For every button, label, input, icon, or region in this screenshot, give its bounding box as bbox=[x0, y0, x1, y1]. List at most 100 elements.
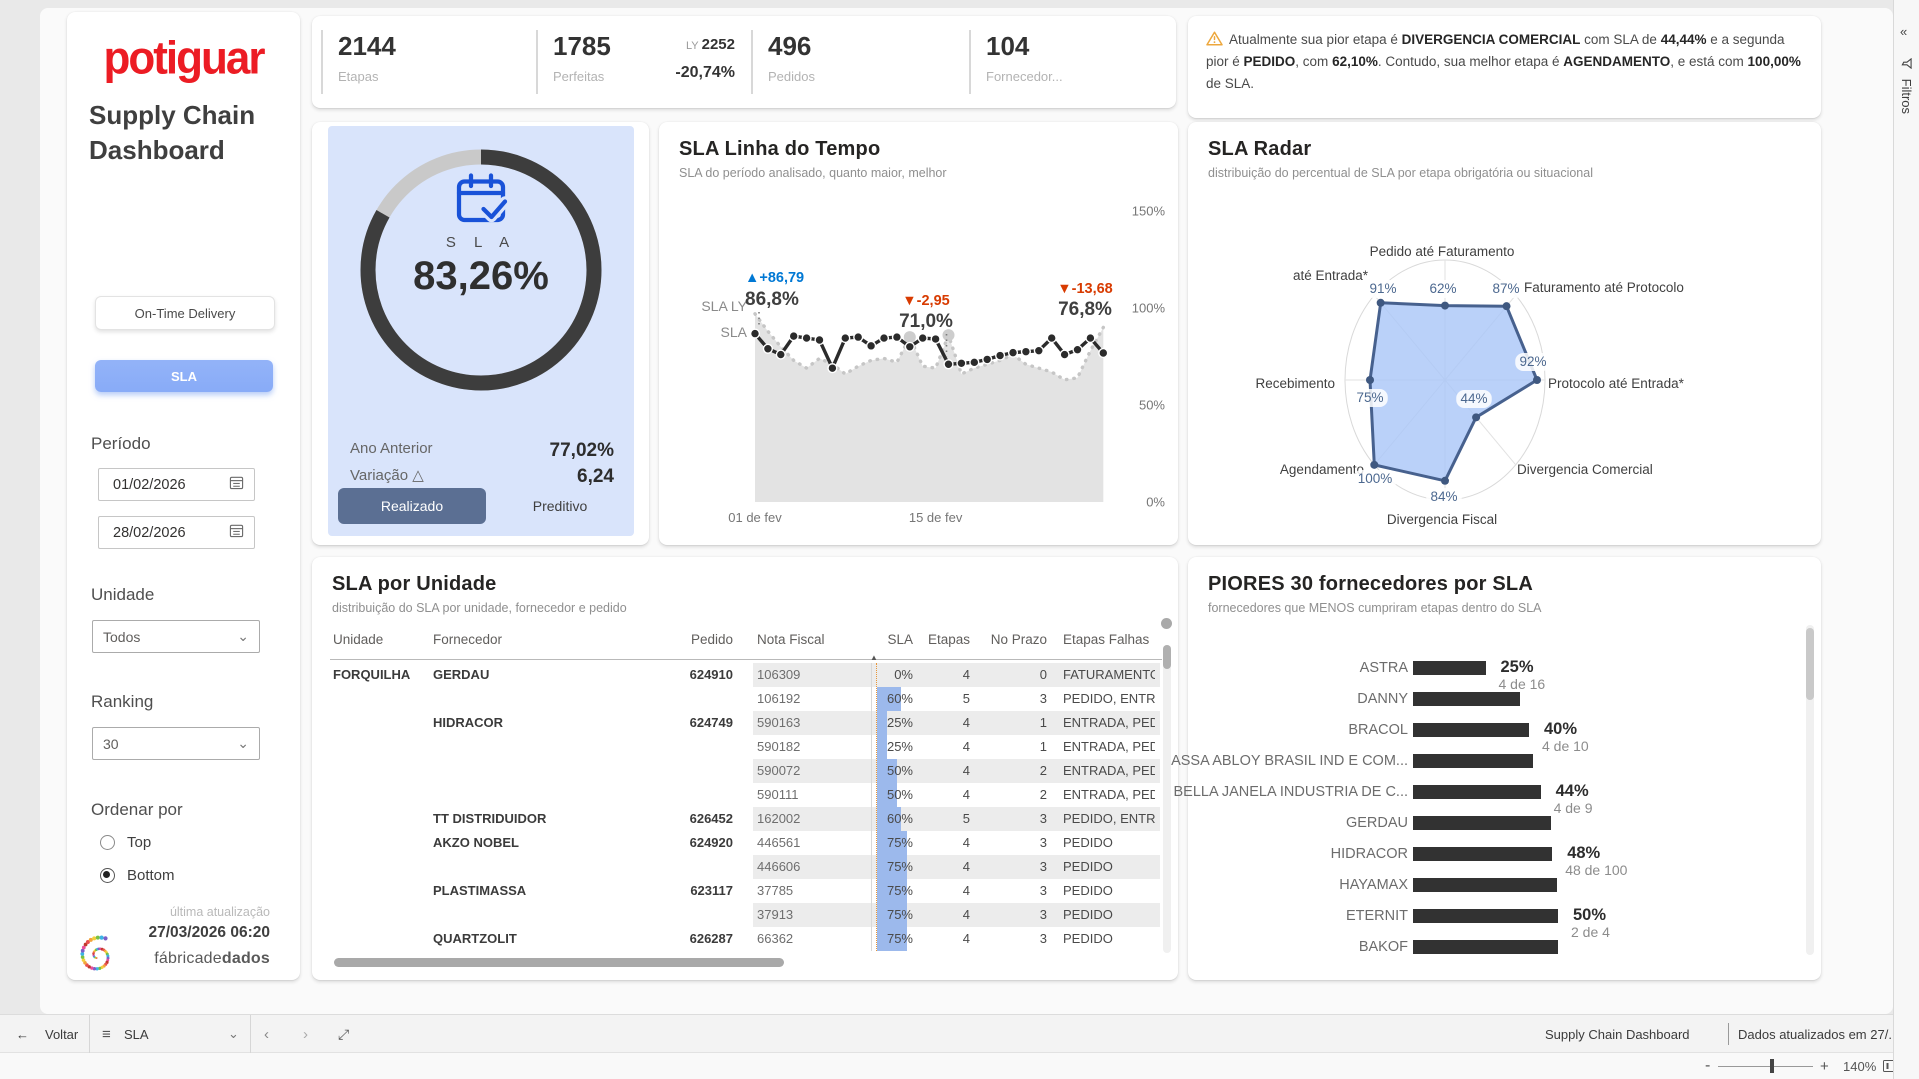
bar[interactable] bbox=[1413, 785, 1541, 799]
table-row[interactable]: 37913 75% 4 3 PEDIDO bbox=[312, 903, 1178, 927]
bar-row[interactable]: BAKOF bbox=[1188, 939, 1821, 955]
bar-fraction-label: 2 de 4 bbox=[1571, 924, 1610, 940]
back-button[interactable]: Voltar bbox=[45, 1026, 79, 1042]
sort-asc-icon[interactable]: ▲ bbox=[870, 653, 878, 662]
ranking-select[interactable]: 30 ⌄ bbox=[92, 727, 260, 760]
vertical-scrollbar-track[interactable] bbox=[1806, 625, 1814, 955]
table-row[interactable]: PLASTIMASSA 623117 37785 75% 4 3 PEDIDO bbox=[312, 879, 1178, 903]
vertical-scrollbar-thumb[interactable] bbox=[1163, 645, 1171, 669]
column-header[interactable]: Pedido bbox=[690, 632, 733, 647]
column-header[interactable]: Fornecedor bbox=[433, 632, 503, 647]
column-header[interactable]: No Prazo bbox=[990, 632, 1047, 647]
unidade-select[interactable]: Todos ⌄ bbox=[92, 620, 260, 653]
suppliers-bar-chart[interactable]: ASTRA 25% 4 de 16 DANNY BRACOL 40% 4 de 10 ASSA… bbox=[1171, 557, 1821, 980]
data-point bbox=[878, 332, 890, 344]
footer-data-status[interactable]: Dados atualizados em 27/... bbox=[1738, 1026, 1900, 1042]
bar[interactable] bbox=[1413, 847, 1553, 861]
bar-category-label: ETERNIT bbox=[1345, 908, 1408, 924]
bar-row[interactable]: HIDRACOR 48% 48 de 100 bbox=[1188, 844, 1821, 878]
bar-value-label: 25% bbox=[1500, 658, 1534, 676]
alert-text: Atualmente sua pior etapa é DIVERGENCIA … bbox=[1206, 31, 1801, 91]
data-point bbox=[762, 343, 774, 354]
page-selector-chevron-icon[interactable]: ⌄ bbox=[228, 1026, 239, 1041]
bar[interactable] bbox=[1413, 661, 1486, 675]
pages-menu-icon[interactable]: ≡ bbox=[102, 1025, 111, 1043]
preditivo-button[interactable]: Preditivo bbox=[532, 498, 588, 514]
table-row[interactable]: 446606 75% 4 3 PEDIDO bbox=[312, 855, 1178, 879]
next-page-icon[interactable]: › bbox=[303, 1025, 308, 1043]
nav-sla-button[interactable]: SLA bbox=[95, 360, 273, 392]
sla-radar-chart[interactable]: Pedido até Faturamento Faturamento até Pr… bbox=[1188, 122, 1821, 545]
last-update-datetime: 27/03/2026 06:20 bbox=[148, 924, 270, 941]
zoom-out-icon[interactable]: - bbox=[1705, 1057, 1711, 1074]
date-from-input[interactable]: 01/02/2026 bbox=[98, 468, 255, 501]
column-header[interactable]: Etapas bbox=[927, 632, 970, 647]
vertical-scrollbar-thumb[interactable] bbox=[1806, 628, 1814, 700]
collapse-view-icon[interactable]: ⤢ bbox=[338, 1025, 350, 1042]
calendar-icon bbox=[229, 523, 244, 542]
sla-radar-card: SLA Radar distribuição do percentual de … bbox=[1188, 122, 1821, 545]
radio-bottom[interactable]: Bottom bbox=[100, 867, 175, 884]
bar[interactable] bbox=[1413, 692, 1521, 706]
bar-category-label: HIDRACOR bbox=[1330, 846, 1408, 862]
unidade-label: Unidade bbox=[91, 585, 155, 604]
kpi-strip: 2144 Etapas 1785 Perfeitas LY 2252 -20,74% 496 P… bbox=[312, 16, 1176, 108]
bar-row[interactable]: DANNY bbox=[1188, 691, 1821, 707]
radar-axis-label: Pedido até Faturamento bbox=[1370, 244, 1515, 259]
radar-axis-label: Recebimento bbox=[1255, 376, 1335, 391]
bar-row[interactable]: BELLA JANELA INDUSTRIA DE C... 44% 4 de 9 bbox=[1174, 782, 1821, 816]
bar-row[interactable]: ETERNIT 50% 2 de 4 bbox=[1188, 906, 1821, 940]
prev-page-icon[interactable]: ‹ bbox=[264, 1025, 269, 1043]
radio-top[interactable]: Top bbox=[100, 834, 151, 851]
vertical-scrollbar-track[interactable] bbox=[1163, 645, 1171, 953]
bar-row[interactable]: GERDAU bbox=[1188, 815, 1821, 831]
scrollbar-dot[interactable] bbox=[1161, 618, 1172, 629]
column-header[interactable]: SLA bbox=[887, 632, 913, 647]
kpi-label: Perfeitas bbox=[553, 68, 605, 84]
nav-on-time-delivery-button[interactable]: On-Time Delivery bbox=[95, 296, 275, 330]
bar[interactable] bbox=[1413, 878, 1557, 892]
sla-timeline-card: SLA Linha do Tempo SLA do período analis… bbox=[659, 122, 1178, 545]
kpi-value: 496 bbox=[768, 31, 812, 61]
column-header[interactable]: Nota Fiscal bbox=[757, 632, 825, 647]
filters-rail-label[interactable]: Filtros bbox=[1899, 57, 1914, 114]
zoom-in-icon[interactable]: + bbox=[1820, 1057, 1829, 1075]
table-row[interactable]: FORQUILHA GERDAU 624910 106309 0% 4 0 FATURAMEN… bbox=[312, 663, 1178, 687]
table-row[interactable]: AKZO NOBEL 624920 446561 75% 4 3 PEDIDO bbox=[312, 831, 1178, 855]
bar-row[interactable]: ASSA ABLOY BRASIL IND E COM... bbox=[1171, 753, 1821, 769]
data-point bbox=[866, 340, 877, 351]
kpi-value: 1785 bbox=[553, 31, 611, 61]
data-point bbox=[1085, 332, 1096, 344]
radar-polygon bbox=[1368, 301, 1539, 483]
column-header[interactable]: Etapas Falhas bbox=[1063, 632, 1150, 647]
bar-row[interactable]: ASTRA 25% 4 de 16 bbox=[1188, 658, 1821, 692]
bar-row[interactable]: HAYAMAX bbox=[1188, 877, 1821, 893]
bar[interactable] bbox=[1413, 909, 1558, 923]
page-selector[interactable]: SLA bbox=[124, 1026, 149, 1042]
expand-filters-icon[interactable]: « bbox=[1900, 24, 1908, 39]
back-arrow-icon[interactable]: ← bbox=[16, 1026, 29, 1042]
realizado-button[interactable]: Realizado bbox=[338, 488, 486, 524]
radar-axis-label: até Entrada* bbox=[1293, 268, 1369, 283]
bar[interactable] bbox=[1413, 940, 1558, 954]
radar-vertex bbox=[1502, 302, 1511, 311]
zoom-slider-thumb[interactable] bbox=[1770, 1058, 1774, 1073]
bar-row[interactable]: BRACOL 40% 4 de 10 bbox=[1188, 720, 1821, 754]
periodo-label: Período bbox=[91, 434, 151, 453]
table-row[interactable]: TT DISTRIDUIDOR 626452 162002 60% 5 3 PEDIDO, … bbox=[312, 807, 1178, 831]
table-row[interactable]: QUARTZOLIT 626287 66362 75% 4 3 PEDIDO bbox=[312, 927, 1178, 951]
bar[interactable] bbox=[1413, 816, 1551, 830]
bar[interactable] bbox=[1413, 723, 1529, 737]
horizontal-scrollbar[interactable] bbox=[334, 958, 784, 967]
date-to-input[interactable]: 28/02/2026 bbox=[98, 516, 255, 549]
zoom-slider[interactable] bbox=[1718, 1053, 1813, 1079]
column-header[interactable]: Unidade bbox=[333, 632, 384, 647]
worst-suppliers-card: PIORES 30 fornecedores por SLA fornecedo… bbox=[1171, 557, 1821, 980]
bar[interactable] bbox=[1413, 754, 1534, 768]
